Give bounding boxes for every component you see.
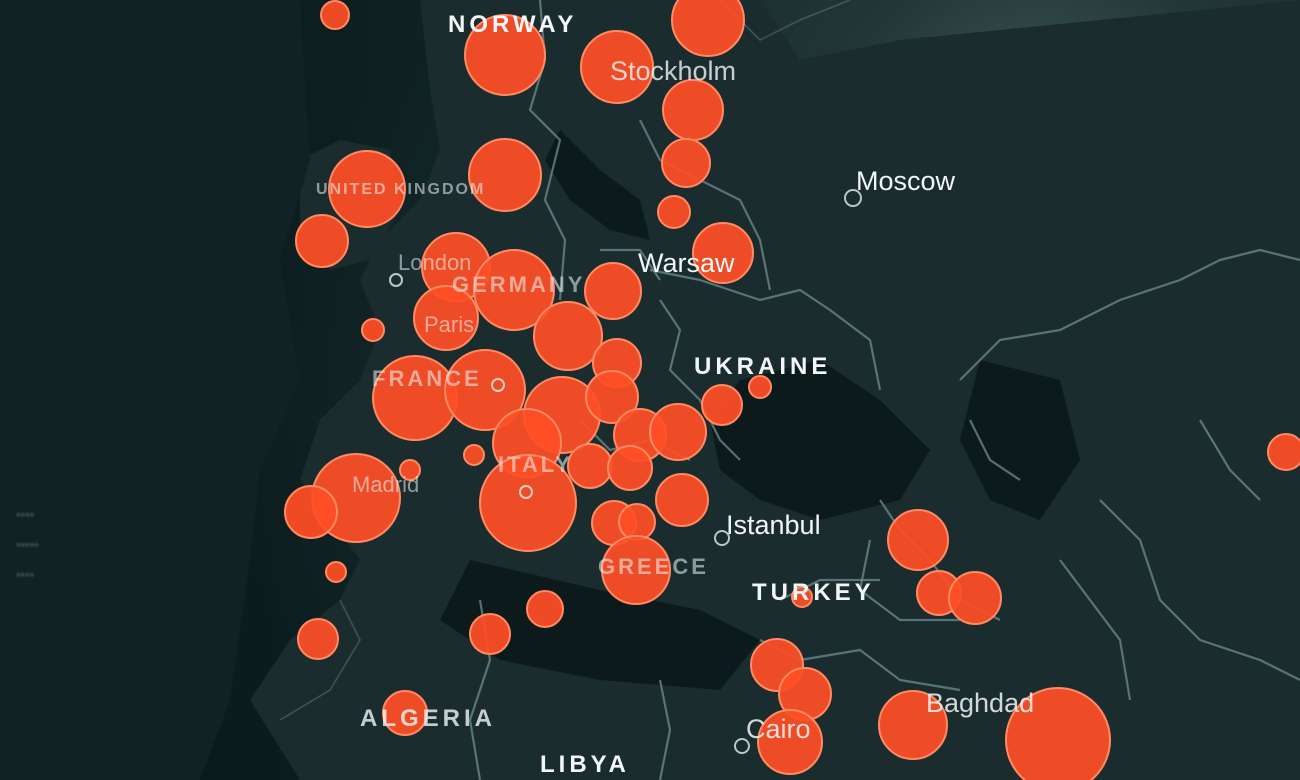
case-bubble-icon[interactable] (585, 370, 639, 424)
case-bubble-icon[interactable] (325, 561, 347, 583)
label-moscow[interactable]: Moscow (856, 166, 956, 196)
case-bubble-icon[interactable] (382, 690, 428, 736)
label-madrid[interactable]: Madrid (352, 472, 419, 497)
case-bubble-icon[interactable] (887, 509, 949, 571)
paris-marker-icon[interactable] (491, 378, 505, 392)
case-bubble-icon[interactable] (607, 445, 653, 491)
istanbul-marker-icon[interactable] (714, 530, 730, 546)
case-bubble-icon[interactable] (657, 195, 691, 229)
label-turkey[interactable]: TURKEY (752, 579, 875, 606)
case-bubble-icon[interactable] (655, 473, 709, 527)
case-bubble-icon[interactable] (584, 262, 642, 320)
label-warsaw[interactable]: Warsaw (638, 248, 735, 278)
case-bubble-icon[interactable] (701, 384, 743, 426)
case-bubble-icon[interactable] (464, 14, 546, 96)
case-bubble-icon[interactable] (661, 138, 711, 188)
blurred-legend: •••• ••••• •••• (16, 500, 106, 590)
label-stockholm[interactable]: Stockholm (610, 56, 736, 86)
label-norway[interactable]: NORWAY (448, 11, 577, 38)
label-istanbul[interactable]: Istanbul (726, 510, 821, 540)
case-bubble-icon[interactable] (1005, 687, 1111, 780)
label-greece[interactable]: GREECE (598, 554, 709, 579)
label-united-kingdom[interactable]: UNITED KINGDOM (316, 181, 485, 198)
legend-line: ••••• (16, 537, 39, 552)
case-bubble-icon[interactable] (791, 586, 813, 608)
legend-line: •••• (16, 567, 35, 582)
label-london[interactable]: London (398, 250, 471, 275)
case-bubble-icon[interactable] (878, 690, 948, 760)
case-bubble-icon[interactable] (444, 349, 526, 431)
case-bubble-icon[interactable] (328, 150, 406, 228)
city-markers (389, 189, 862, 754)
case-bubble-icon[interactable] (469, 613, 511, 655)
label-baghdad[interactable]: Baghdad (926, 688, 1034, 718)
case-bubble-icon[interactable] (468, 138, 542, 212)
label-cairo[interactable]: Cairo (746, 714, 811, 744)
label-germany[interactable]: GERMANY (452, 272, 585, 297)
case-bubble-icon[interactable] (618, 503, 656, 541)
case-bubble-icon[interactable] (692, 222, 754, 284)
case-bubble-icon[interactable] (473, 249, 555, 331)
case-bubble-icon[interactable] (361, 318, 385, 342)
label-libya[interactable]: LIBYA (540, 751, 630, 778)
case-bubbles (284, 0, 1300, 780)
case-bubble-icon[interactable] (948, 571, 1002, 625)
case-bubble-icon[interactable] (413, 285, 479, 351)
case-bubble-icon[interactable] (463, 444, 485, 466)
case-bubble-icon[interactable] (297, 618, 339, 660)
case-bubble-icon[interactable] (662, 79, 724, 141)
case-bubble-icon[interactable] (748, 375, 772, 399)
cairo-marker-icon[interactable] (734, 738, 750, 754)
case-bubble-icon[interactable] (580, 30, 654, 104)
case-bubble-icon[interactable] (567, 443, 613, 489)
case-bubble-icon[interactable] (284, 485, 338, 539)
label-paris[interactable]: Paris (424, 312, 474, 337)
label-algeria[interactable]: ALGERIA (360, 705, 496, 732)
case-bubble-icon[interactable] (479, 454, 577, 552)
case-bubble-icon[interactable] (526, 590, 564, 628)
case-bubble-icon[interactable] (295, 214, 349, 268)
case-bubble-icon[interactable] (601, 535, 671, 605)
case-bubble-icon[interactable] (399, 459, 421, 481)
label-france[interactable]: FRANCE (372, 366, 482, 391)
label-ukraine[interactable]: UKRAINE (694, 353, 831, 380)
case-bubble-icon[interactable] (649, 403, 707, 461)
case-bubble-icon[interactable] (1267, 433, 1300, 471)
case-bubble-icon[interactable] (671, 0, 745, 57)
case-bubble-icon[interactable] (533, 301, 603, 371)
label-italy[interactable]: ITALY (498, 452, 573, 477)
case-bubble-icon[interactable] (320, 0, 350, 30)
map-labels: NORWAY Stockholm Moscow Warsaw UKRAINE I… (316, 11, 1034, 778)
case-bubble-icon[interactable] (757, 709, 823, 775)
legend-line: •••• (16, 507, 35, 522)
london-marker-icon[interactable] (389, 273, 403, 287)
madrid-marker-icon[interactable] (519, 485, 533, 499)
moscow-marker-icon[interactable] (844, 189, 862, 207)
